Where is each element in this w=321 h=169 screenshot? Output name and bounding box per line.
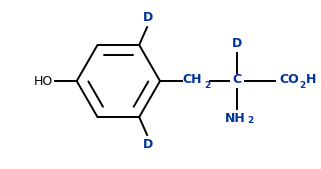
Text: CH: CH xyxy=(182,73,202,86)
Text: D: D xyxy=(143,11,153,24)
Text: HO: HO xyxy=(34,75,53,88)
Text: D: D xyxy=(143,138,153,151)
Text: 2: 2 xyxy=(299,81,305,90)
Text: C: C xyxy=(233,73,242,86)
Text: CO: CO xyxy=(279,73,299,86)
Text: H: H xyxy=(306,73,316,86)
Text: D: D xyxy=(232,37,242,50)
Text: NH: NH xyxy=(225,112,246,125)
Text: 2: 2 xyxy=(204,81,211,90)
Text: 2: 2 xyxy=(247,116,254,125)
